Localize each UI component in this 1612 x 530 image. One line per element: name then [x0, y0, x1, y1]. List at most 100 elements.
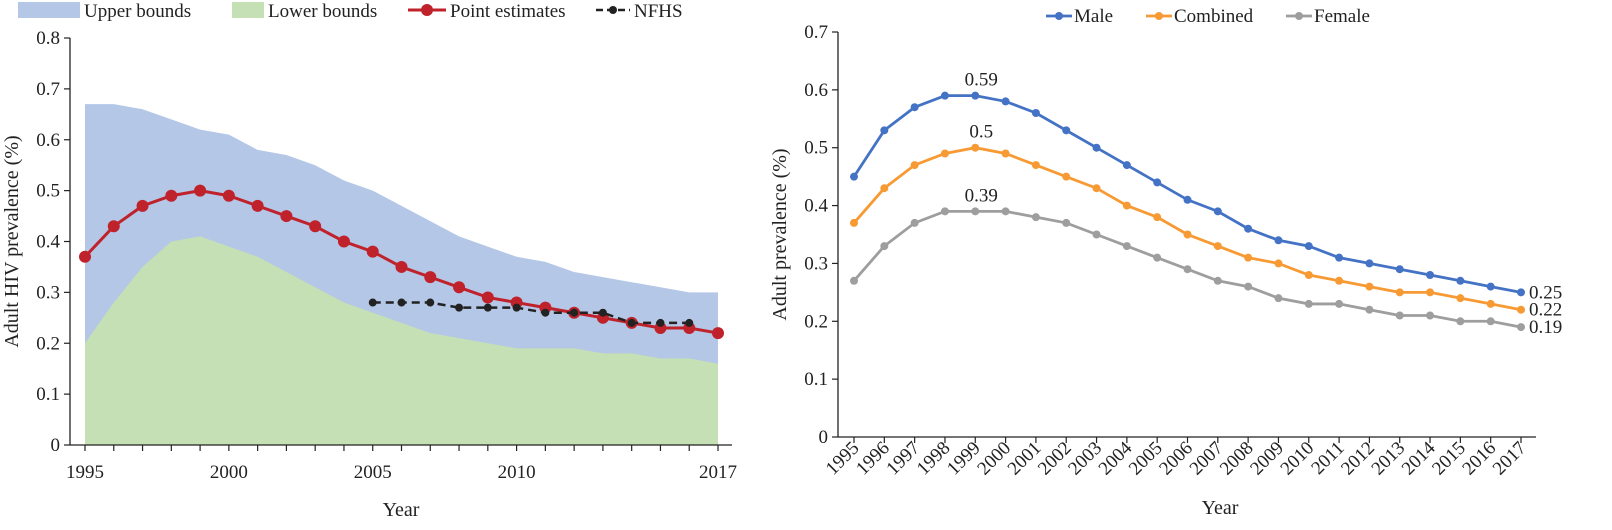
male-point [1092, 143, 1101, 152]
point-estimates-point [251, 199, 264, 212]
female-legend-marker [1295, 12, 1303, 20]
nfhs-point [483, 303, 492, 312]
combined-point [1517, 305, 1525, 314]
male-point [1122, 161, 1131, 170]
combined-point [1304, 271, 1313, 279]
female-point [850, 276, 858, 285]
female-point [1001, 207, 1010, 216]
combined-point [1486, 299, 1495, 308]
point-estimates-point [366, 245, 379, 258]
point-estimates-point [280, 210, 293, 223]
y-tick-label: 0.2 [36, 333, 60, 354]
male-point [1456, 276, 1465, 285]
point-estimates-legend-marker [421, 4, 433, 16]
point-estimates-legend-label: Point estimates [450, 1, 566, 22]
nfhs-legend-marker [609, 6, 617, 14]
y-tick-label: 0.5 [804, 138, 828, 159]
point-estimates-point [712, 327, 724, 340]
nfhs-line [372, 301, 690, 325]
x-tick-label: 2010 [498, 462, 536, 483]
combined-point [1183, 230, 1192, 239]
nfhs-point [685, 318, 694, 327]
combined-point [1001, 149, 1010, 158]
right-chart: 00.10.20.30.40.50.60.7199519961997199819… [769, 6, 1562, 519]
y-tick-label: 0.3 [804, 253, 828, 274]
y-axis-title: Adult HIV prevalence (%) [1, 135, 23, 347]
x-axis-title: Year [383, 499, 420, 521]
combined-legend-label: Combined [1174, 6, 1254, 27]
combined-point [1426, 288, 1435, 297]
female-point [1213, 276, 1222, 285]
right-legend: Male Combined Female [1046, 6, 1370, 27]
point-estimates-point [309, 220, 322, 233]
point-estimates-point [136, 199, 149, 212]
male-point [1335, 253, 1344, 262]
upper-bounds-legend-swatch [18, 2, 80, 18]
y-tick-label: 0.1 [36, 384, 60, 405]
male-line [852, 94, 1522, 294]
y-tick-label: 0 [51, 435, 61, 456]
lower-bounds-area [85, 236, 718, 445]
male-point [940, 91, 949, 100]
female-point [940, 207, 949, 216]
male-point [1031, 109, 1040, 117]
lower-bounds-legend-swatch [232, 2, 264, 18]
y-axis-title: Adult prevalence (%) [769, 148, 791, 320]
nfhs-point [397, 298, 406, 307]
combined-point [1274, 259, 1283, 268]
nfhs-point [598, 308, 607, 317]
y-tick-label: 0.6 [36, 130, 60, 151]
male-point [1274, 236, 1283, 245]
combined-legend-marker [1155, 12, 1163, 20]
male-point [1395, 265, 1404, 274]
male-point [1062, 126, 1071, 135]
y-tick-label: 0.3 [36, 282, 60, 303]
male-legend-label: Male [1074, 6, 1113, 27]
point-estimates-point [194, 184, 207, 197]
female-point [1426, 311, 1435, 320]
nfhs-point [368, 298, 377, 307]
combined-point [1335, 276, 1344, 285]
point-estimates-point [79, 250, 91, 263]
female-point [1365, 305, 1374, 314]
y-tick-label: 0.5 [36, 181, 60, 202]
female-point [1456, 317, 1465, 326]
data-label: 0.5 [969, 122, 993, 143]
combined-point [1062, 172, 1071, 181]
upper-bounds-legend-label: Upper bounds [84, 1, 191, 22]
female-point [1183, 265, 1192, 274]
y-tick-label: 0.2 [804, 311, 828, 332]
combined-point [1213, 242, 1222, 251]
point-estimates-point [165, 189, 178, 202]
y-tick-label: 0.4 [36, 232, 60, 253]
combined-point [1395, 288, 1404, 297]
male-point [1517, 288, 1525, 297]
female-point [1062, 218, 1071, 227]
data-label: 0.39 [965, 185, 998, 206]
nfhs-legend-label: NFHS [634, 1, 683, 22]
y-tick-label: 0.4 [804, 196, 828, 217]
female-legend-label: Female [1314, 6, 1370, 27]
male-point [910, 103, 919, 112]
data-label: 0.25 [1529, 282, 1562, 303]
nfhs-point [656, 318, 665, 327]
data-label: 0.22 [1529, 300, 1562, 321]
y-tick-label: 0.7 [36, 79, 60, 100]
y-tick-label: 0.1 [804, 369, 828, 390]
y-tick-label: 0.7 [804, 22, 828, 43]
x-tick-label: 2005 [354, 462, 392, 483]
combined-point [1244, 253, 1253, 262]
combined-point [1031, 161, 1040, 170]
male-point [1304, 242, 1313, 251]
male-point [850, 172, 858, 181]
x-axis-title: Year [1202, 497, 1239, 519]
combined-point [850, 218, 858, 227]
x-tick-label: 1995 [66, 462, 104, 483]
combined-line [852, 146, 1522, 312]
combined-point [1365, 282, 1374, 291]
nfhs-point [512, 303, 521, 312]
female-point [1244, 282, 1253, 291]
male-point [971, 91, 980, 100]
nfhs-point [541, 308, 550, 317]
